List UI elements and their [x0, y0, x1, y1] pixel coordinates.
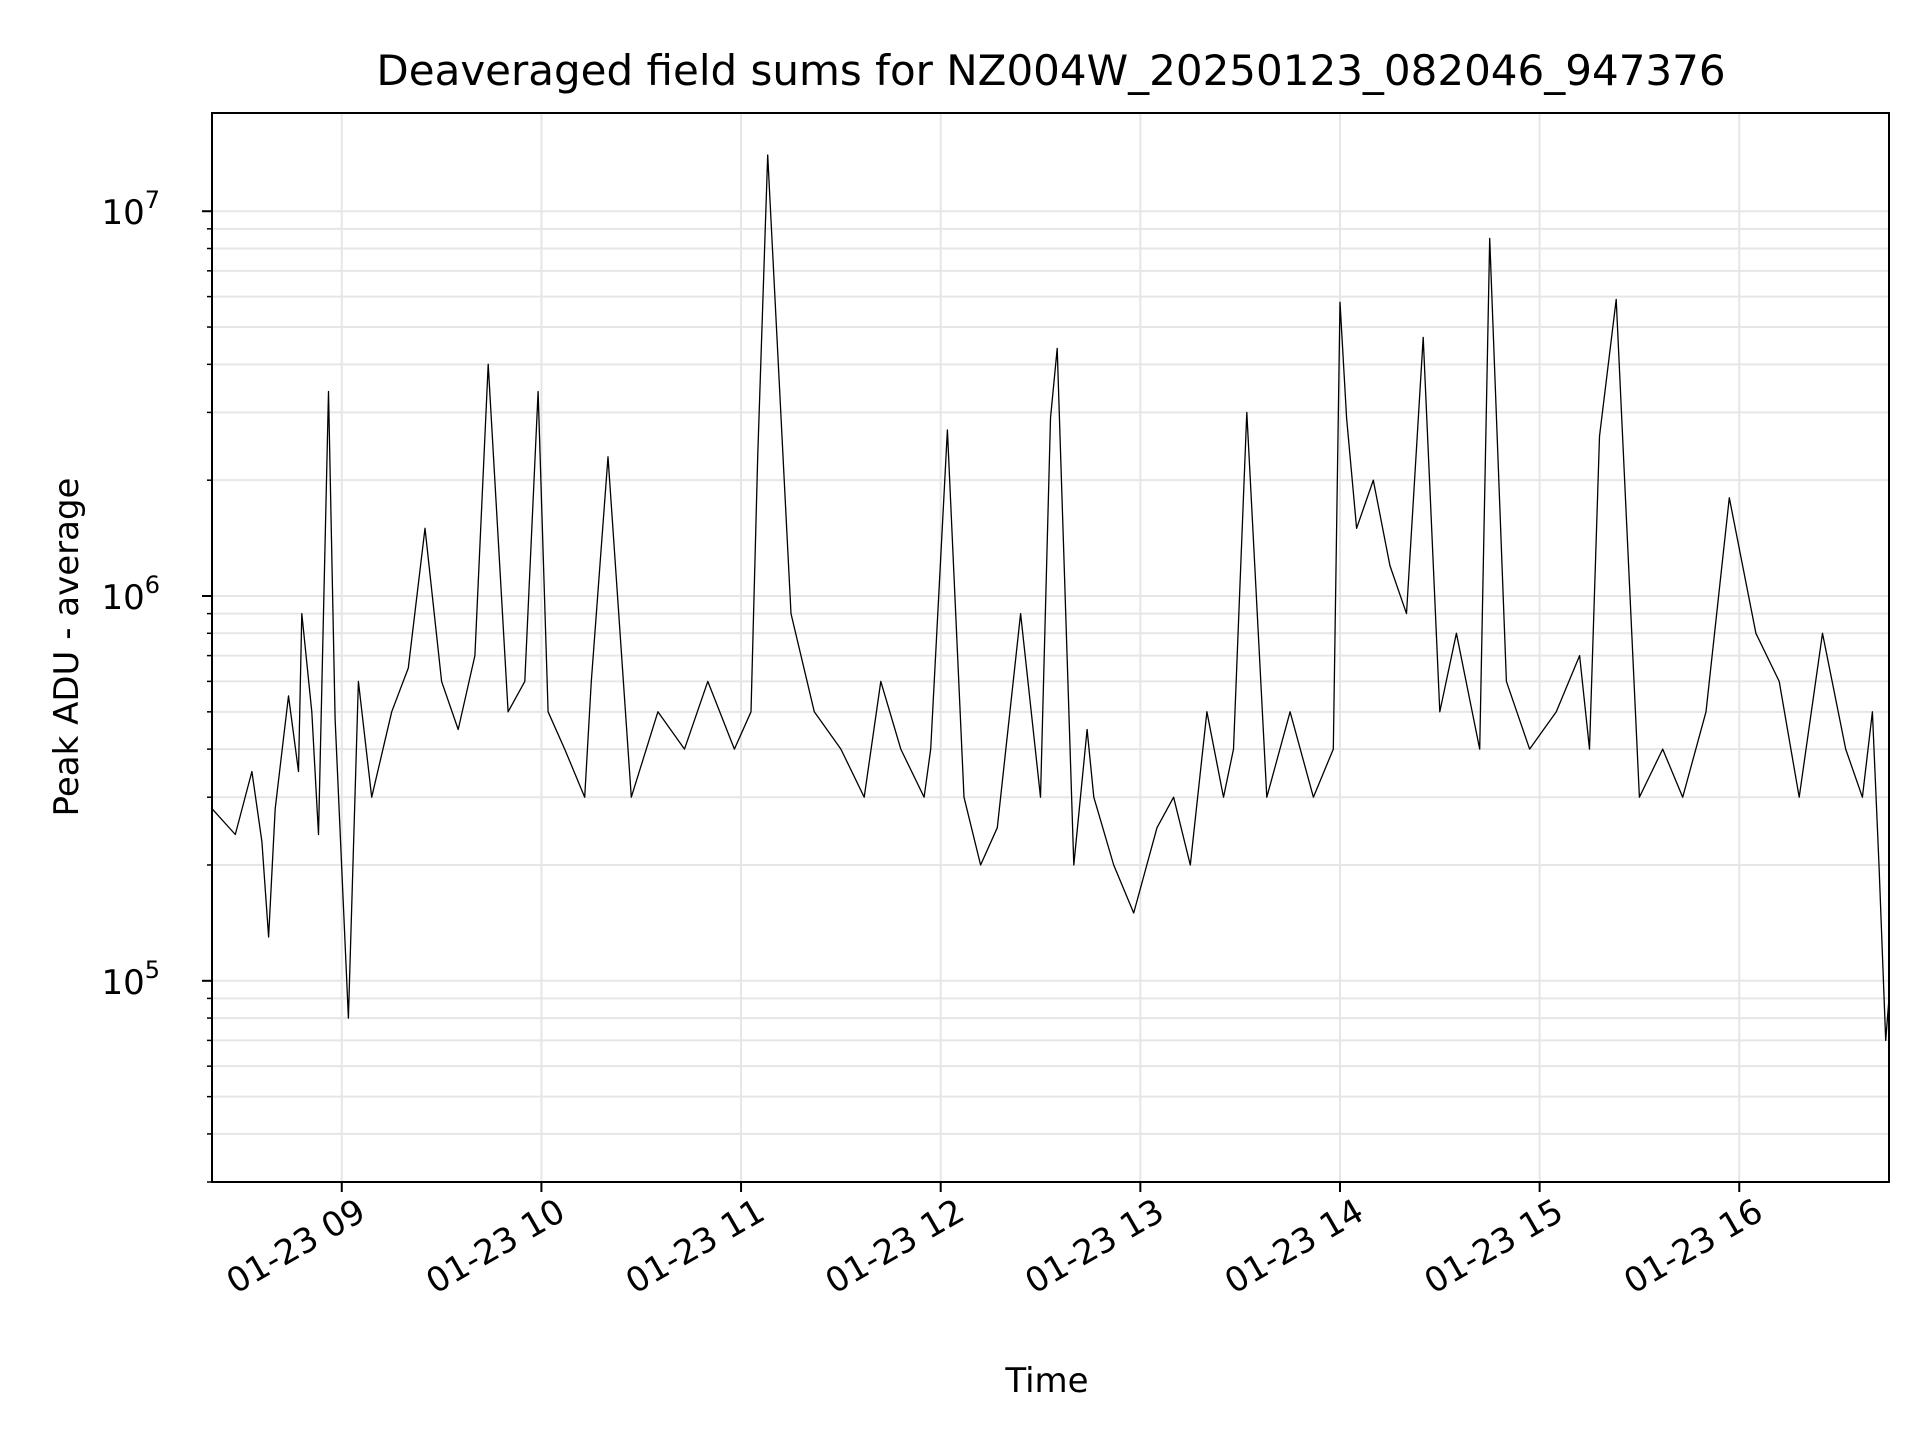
- y-tick-label: 107: [101, 186, 160, 233]
- x-axis-label: Time: [1004, 1361, 1088, 1401]
- y-tick-label: 105: [101, 956, 160, 1003]
- series-line: [211, 154, 1890, 1042]
- y-tick-label: 106: [101, 571, 160, 618]
- y-axis-ticks: 105 106 107: [101, 186, 212, 1183]
- plot-area-frame: [211, 112, 1890, 1183]
- series-group: [211, 154, 1890, 1042]
- y-axis-label: Peak ADU - average: [47, 478, 87, 817]
- chart-title: Deaveraged field sums for NZ004W_2025012…: [376, 46, 1725, 95]
- grid-lines: [212, 113, 1889, 1183]
